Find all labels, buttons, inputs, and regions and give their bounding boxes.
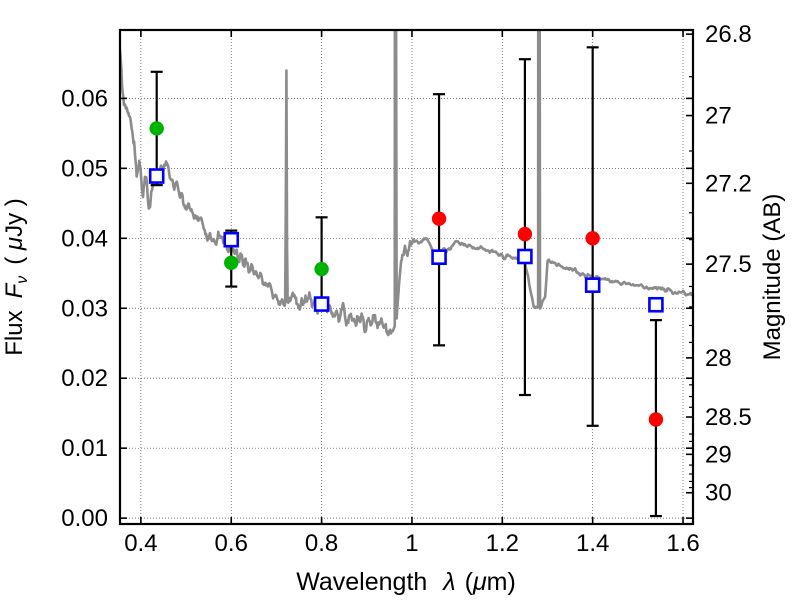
svg-text:26.8: 26.8 xyxy=(705,21,752,48)
svg-text:0.01: 0.01 xyxy=(61,435,108,462)
svg-text:Magnitude (AB): Magnitude (AB) xyxy=(759,194,786,361)
svg-text:1.2: 1.2 xyxy=(486,530,519,557)
svg-text:0.04: 0.04 xyxy=(61,225,108,252)
svg-text:28.5: 28.5 xyxy=(705,404,752,431)
svg-text:0.8: 0.8 xyxy=(305,530,338,557)
svg-text:29: 29 xyxy=(705,441,732,468)
svg-text:27.2: 27.2 xyxy=(705,170,752,197)
svg-text:FluxFν( μJy ): FluxFν( μJy ) xyxy=(1,198,31,356)
svg-text:0.05: 0.05 xyxy=(61,155,108,182)
svg-text:0.00: 0.00 xyxy=(61,505,108,532)
svg-text:27: 27 xyxy=(705,103,732,130)
svg-text:0.4: 0.4 xyxy=(124,530,157,557)
svg-text:1: 1 xyxy=(405,530,418,557)
svg-text:0.03: 0.03 xyxy=(61,295,108,322)
svg-text:28: 28 xyxy=(705,345,732,372)
svg-text:0.06: 0.06 xyxy=(61,85,108,112)
svg-text:1.4: 1.4 xyxy=(576,530,609,557)
svg-text:27.5: 27.5 xyxy=(705,251,752,278)
svg-text:0.02: 0.02 xyxy=(61,365,108,392)
svg-text:30: 30 xyxy=(705,480,732,507)
svg-text:0.6: 0.6 xyxy=(215,530,248,557)
svg-text:1.6: 1.6 xyxy=(666,530,699,557)
